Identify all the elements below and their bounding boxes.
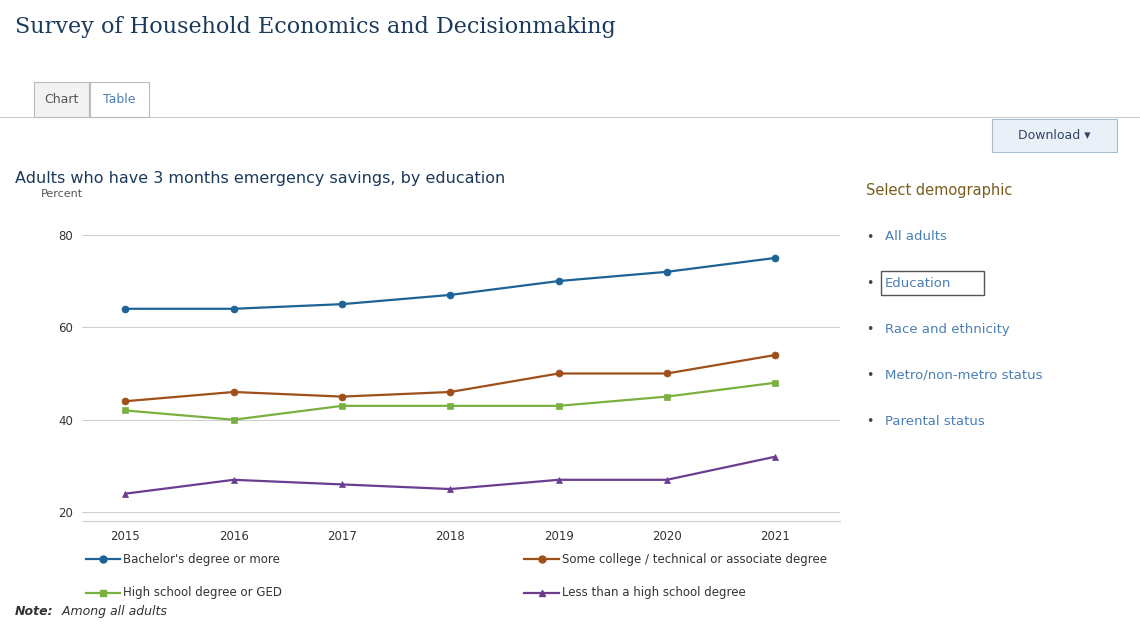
Text: Parental status: Parental status [885, 415, 985, 428]
Text: •: • [866, 323, 873, 336]
Text: Education: Education [885, 277, 951, 289]
Text: Metro/non-metro status: Metro/non-metro status [885, 369, 1042, 382]
Text: Download ▾: Download ▾ [1018, 129, 1091, 142]
Text: •: • [866, 369, 873, 382]
Text: Some college / technical or associate degree: Some college / technical or associate de… [562, 553, 826, 566]
Text: Note:: Note: [15, 605, 54, 618]
Text: •: • [866, 415, 873, 428]
Text: All adults: All adults [885, 231, 946, 243]
Text: Chart: Chart [44, 93, 79, 106]
Text: Table: Table [104, 93, 136, 106]
Text: Less than a high school degree: Less than a high school degree [562, 586, 746, 599]
Text: Among all adults: Among all adults [58, 605, 168, 618]
Text: Race and ethnicity: Race and ethnicity [885, 323, 1009, 336]
Text: •: • [866, 231, 873, 243]
Text: Adults who have 3 months emergency savings, by education: Adults who have 3 months emergency savin… [15, 171, 505, 186]
Text: •: • [866, 277, 873, 289]
Text: Survey of Household Economics and Decisionmaking: Survey of Household Economics and Decisi… [15, 16, 616, 38]
Text: High school degree or GED: High school degree or GED [123, 586, 282, 599]
Text: Bachelor's degree or more: Bachelor's degree or more [123, 553, 280, 566]
Text: Select demographic: Select demographic [866, 183, 1012, 198]
Text: Percent: Percent [40, 190, 82, 199]
